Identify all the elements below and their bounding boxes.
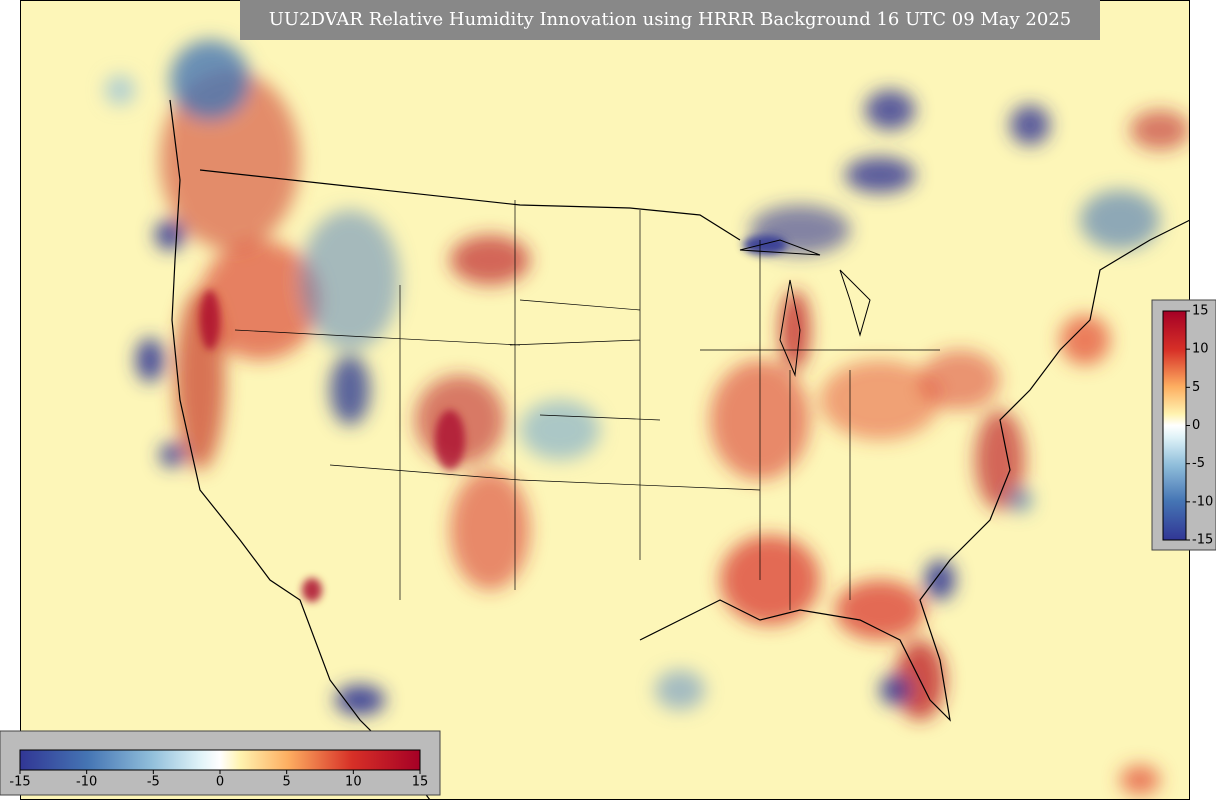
map-field bbox=[20, 0, 1190, 800]
colorbar-vertical: 15 10 5 0 -5 -10 -15 bbox=[1151, 299, 1216, 551]
innovation-detail bbox=[200, 235, 787, 602]
title-box bbox=[240, 0, 1100, 40]
colorbar-tick-label: 15 bbox=[1192, 304, 1209, 319]
colorbar-tick-label: 5 bbox=[1192, 380, 1200, 395]
west-coast bbox=[169, 99, 431, 800]
colorbar-tick-label: 5 bbox=[283, 775, 291, 790]
colorbar-tick-label: 0 bbox=[216, 775, 224, 790]
border-coast bbox=[199, 169, 1190, 722]
colorbar-tick-label: -10 bbox=[76, 775, 97, 790]
title: UU2DVAR Relative Humidity Innovation usi… bbox=[269, 9, 1072, 30]
colorbar-horizontal-bar bbox=[19, 749, 421, 771]
colorbar-horizontal: -15 -10 -5 0 5 10 15 bbox=[0, 730, 441, 796]
colorbar-tick-label: -15 bbox=[1192, 533, 1213, 548]
colorbar-tick-label: -15 bbox=[9, 775, 30, 790]
colorbar-tick-label: 15 bbox=[412, 775, 429, 790]
colorbar-tick-label: 0 bbox=[1192, 418, 1200, 433]
colorbar-tick-label: 10 bbox=[1192, 342, 1209, 357]
state-lines bbox=[234, 200, 940, 610]
colorbar-tick-label: 10 bbox=[345, 775, 362, 790]
colorbar-tick-label: -5 bbox=[1192, 456, 1205, 471]
colorbar-tick-label: -5 bbox=[147, 775, 160, 790]
colorbar-tick-label: -10 bbox=[1192, 494, 1213, 509]
colorbar-vertical-bar bbox=[1162, 310, 1187, 541]
great-lakes bbox=[739, 239, 871, 377]
boundaries bbox=[169, 99, 1190, 800]
